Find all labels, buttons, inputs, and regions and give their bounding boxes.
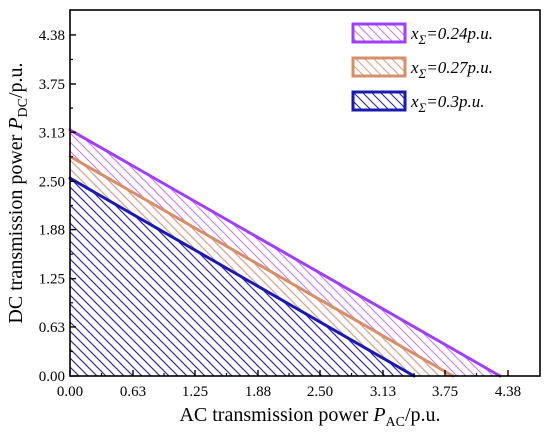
legend-item-2: xΣ=0.3p.u. (351, 90, 485, 115)
y-tick-label: 3.75 (39, 77, 65, 93)
series-line-0 (68, 128, 502, 378)
legend-swatch (351, 90, 407, 112)
legend-label: xΣ=0.27p.u. (410, 58, 493, 81)
series-lines (68, 128, 502, 378)
legend-label: xΣ=0.3p.u. (410, 92, 485, 115)
x-axis-title: AC transmission power PAC/p.u. (179, 404, 440, 430)
y-tick-label: 3.13 (39, 125, 65, 141)
y-tick-label: 1.25 (39, 272, 65, 288)
legend: xΣ=0.24p.u. xΣ=0.27p.u. xΣ=0.3p.u. (351, 22, 493, 115)
x-tick-label: 3.13 (370, 384, 396, 400)
x-tick-label: 1.25 (182, 384, 208, 400)
x-tick-label: 3.75 (432, 384, 458, 400)
x-tick-label: 0.63 (120, 384, 146, 400)
y-tick-label: 0.63 (39, 320, 65, 336)
y-tick-label: 4.38 (39, 28, 65, 44)
legend-item-0: xΣ=0.24p.u. (351, 22, 493, 47)
axis-ticks: 0.00 0.63 1.25 1.88 2.50 3.13 3.75 4.38 0.00 0.63… (39, 28, 521, 400)
y-tick-label: 1.88 (39, 223, 65, 239)
legend-swatch (351, 22, 407, 44)
legend-swatch (351, 56, 407, 78)
legend-label: xΣ=0.24p.u. (410, 24, 493, 47)
y-tick-label: 2.50 (39, 174, 65, 190)
x-tick-label: 1.88 (245, 384, 271, 400)
y-axis-title: DC transmission power PDC/p.u. (5, 62, 31, 323)
series-line-1 (68, 154, 455, 378)
series-line-2 (68, 176, 416, 378)
x-tick-label: 0.00 (57, 384, 83, 400)
legend-item-1: xΣ=0.27p.u. (351, 56, 493, 81)
plot-frame (69, 9, 541, 377)
x-tick-label: 4.38 (495, 384, 521, 400)
x-tick-label: 2.50 (307, 384, 333, 400)
y-tick-label: 0.00 (39, 369, 65, 385)
